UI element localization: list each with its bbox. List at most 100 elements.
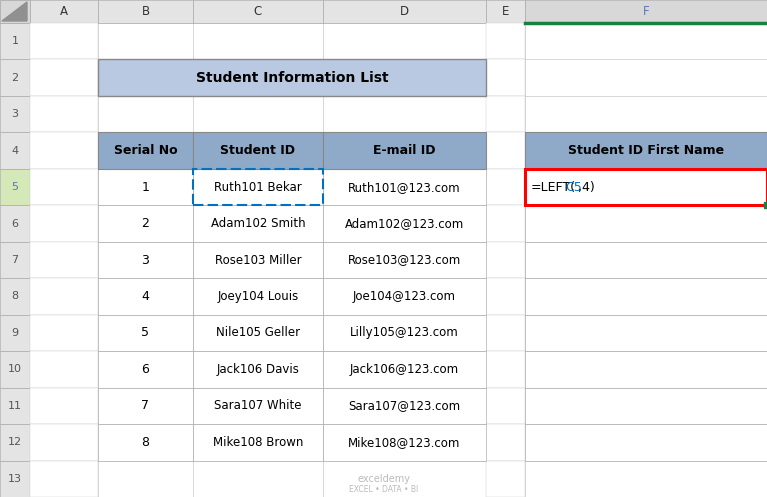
Text: Jack106 Davis: Jack106 Davis xyxy=(216,363,299,376)
Bar xyxy=(30,60,98,96)
Text: 3: 3 xyxy=(12,109,18,119)
Text: A: A xyxy=(60,5,68,18)
Bar xyxy=(486,315,525,351)
Bar xyxy=(486,242,525,278)
Text: 5: 5 xyxy=(12,182,18,192)
Bar xyxy=(0,0,30,23)
Text: 12: 12 xyxy=(8,437,22,447)
Bar xyxy=(98,205,193,242)
Text: EXCEL • DATA • BI: EXCEL • DATA • BI xyxy=(349,485,418,494)
Bar xyxy=(0,205,30,242)
Bar xyxy=(30,96,98,132)
Bar xyxy=(0,315,30,351)
Bar xyxy=(0,388,30,424)
Bar xyxy=(98,351,193,388)
Text: C5: C5 xyxy=(565,180,581,193)
Text: 2: 2 xyxy=(142,217,150,230)
Bar xyxy=(486,60,525,96)
Bar xyxy=(30,461,98,497)
Bar xyxy=(0,23,30,60)
Bar xyxy=(0,351,30,388)
Text: 9: 9 xyxy=(12,328,18,338)
Bar xyxy=(486,278,525,315)
Text: 1: 1 xyxy=(12,36,18,46)
Bar xyxy=(486,169,525,205)
Bar xyxy=(193,351,323,388)
Text: =LEFT(: =LEFT( xyxy=(531,180,576,193)
Bar xyxy=(30,132,98,169)
Text: Student ID First Name: Student ID First Name xyxy=(568,144,724,157)
Bar xyxy=(0,242,30,278)
Text: Jack106@123.com: Jack106@123.com xyxy=(350,363,459,376)
Bar xyxy=(193,132,323,169)
Bar xyxy=(486,0,525,23)
Text: Joe104@123.com: Joe104@123.com xyxy=(353,290,456,303)
Bar xyxy=(0,278,30,315)
Bar xyxy=(30,205,98,242)
Bar xyxy=(30,23,98,60)
Text: 2: 2 xyxy=(12,73,18,83)
Text: ,4): ,4) xyxy=(578,180,594,193)
Text: Student ID: Student ID xyxy=(220,144,295,157)
Bar xyxy=(486,96,525,132)
Bar xyxy=(193,205,323,242)
Text: 8: 8 xyxy=(141,436,150,449)
Bar xyxy=(98,60,486,96)
Text: 7: 7 xyxy=(141,400,150,413)
Bar xyxy=(486,424,525,461)
Polygon shape xyxy=(2,2,27,21)
Bar xyxy=(193,424,323,461)
Bar xyxy=(30,278,98,315)
Text: E: E xyxy=(502,5,509,18)
Bar xyxy=(486,23,525,60)
Bar xyxy=(98,169,193,205)
Bar xyxy=(323,315,486,351)
Bar xyxy=(525,132,767,169)
Text: B: B xyxy=(141,5,150,18)
Text: Adam102@123.com: Adam102@123.com xyxy=(345,217,464,230)
Text: Joey104 Louis: Joey104 Louis xyxy=(217,290,298,303)
Bar xyxy=(486,388,525,424)
Bar xyxy=(323,0,486,23)
Bar xyxy=(98,424,193,461)
Bar xyxy=(486,351,525,388)
Text: Nile105 Geller: Nile105 Geller xyxy=(216,327,300,339)
Bar xyxy=(0,461,30,497)
Text: Sara107 White: Sara107 White xyxy=(214,400,301,413)
Text: 8: 8 xyxy=(12,291,18,302)
Bar xyxy=(98,242,193,278)
Bar xyxy=(525,242,767,278)
Bar xyxy=(525,351,767,388)
Text: 3: 3 xyxy=(142,253,150,266)
Text: D: D xyxy=(400,5,409,18)
Text: Adam102 Smith: Adam102 Smith xyxy=(211,217,305,230)
Bar xyxy=(323,278,486,315)
Bar xyxy=(98,388,193,424)
Bar xyxy=(525,0,767,23)
Bar xyxy=(323,424,486,461)
Text: Ruth101@123.com: Ruth101@123.com xyxy=(348,180,461,193)
Text: exceldemy: exceldemy xyxy=(357,474,410,484)
Bar xyxy=(193,169,323,205)
Bar xyxy=(30,424,98,461)
Bar xyxy=(30,315,98,351)
Bar xyxy=(764,202,767,208)
Bar xyxy=(525,278,767,315)
Text: 7: 7 xyxy=(12,255,18,265)
Text: 6: 6 xyxy=(12,219,18,229)
Bar xyxy=(323,205,486,242)
Bar xyxy=(193,278,323,315)
Bar xyxy=(30,0,98,23)
Bar xyxy=(30,388,98,424)
Text: 6: 6 xyxy=(142,363,150,376)
Text: 4: 4 xyxy=(12,146,18,156)
Bar xyxy=(98,315,193,351)
Bar xyxy=(323,388,486,424)
Bar xyxy=(193,388,323,424)
Text: Ruth101 Bekar: Ruth101 Bekar xyxy=(214,180,302,193)
Bar xyxy=(525,169,767,205)
Text: C: C xyxy=(254,5,262,18)
Bar xyxy=(323,242,486,278)
Bar xyxy=(525,315,767,351)
Text: 13: 13 xyxy=(8,474,22,484)
